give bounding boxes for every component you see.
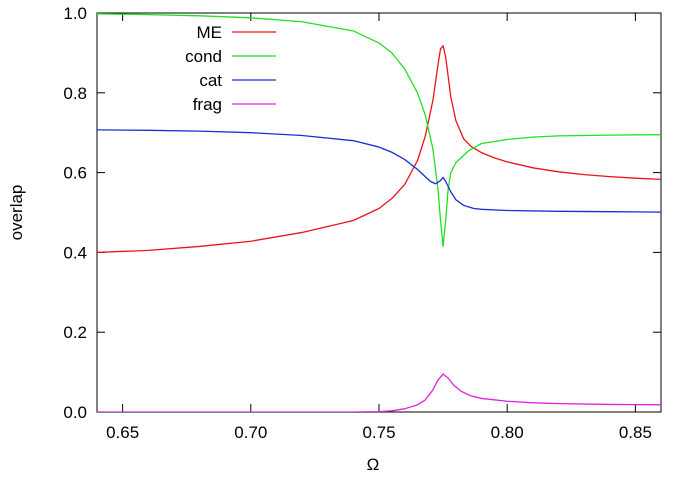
legend-label-ME: ME: [197, 23, 223, 42]
y-tick-label: 0.2: [63, 323, 87, 342]
legend: ME cond cat frag: [185, 23, 276, 114]
x-tick-label: 0.65: [106, 423, 139, 442]
x-axis-title: Ω: [367, 455, 380, 474]
y-tick-label: 0.0: [63, 403, 87, 422]
y-tick-label: 1.0: [63, 4, 87, 23]
y-axis-title: overlap: [7, 185, 26, 241]
x-tick-label: 0.85: [619, 423, 652, 442]
legend-label-frag: frag: [193, 95, 222, 114]
legend-label-cond: cond: [185, 47, 222, 66]
legend-label-cat: cat: [199, 71, 222, 90]
y-tick-label: 0.4: [63, 243, 87, 262]
x-tick-label: 0.70: [234, 423, 267, 442]
axis-ticks: 0.0 0.2 0.4 0.6 0.8 1.0 0.65 0.70 0.75 0.80 0.85: [63, 4, 661, 442]
y-tick-label: 0.8: [63, 84, 87, 103]
series-layer: [97, 13, 661, 412]
series-line-frag: [97, 373, 661, 412]
series-line-cat: [97, 129, 661, 213]
x-tick-label: 0.75: [362, 423, 395, 442]
plot-border: [96, 12, 662, 413]
plot-frame: [96, 12, 662, 413]
y-tick-label: 0.6: [63, 164, 87, 183]
x-tick-label: 0.80: [491, 423, 524, 442]
series-line-cond: [97, 13, 661, 248]
series-line-ME: [97, 45, 661, 254]
